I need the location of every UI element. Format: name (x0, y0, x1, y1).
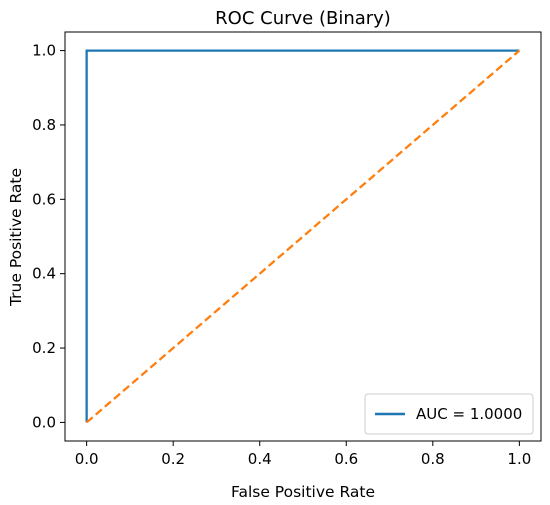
x-tick-label: 0.2 (161, 450, 185, 468)
chart-title: ROC Curve (Binary) (215, 8, 391, 29)
x-tick-label: 0.0 (75, 450, 99, 468)
legend-box (364, 393, 534, 435)
x-tick-label: 0.6 (334, 450, 358, 468)
y-tick-label: 0.4 (32, 265, 56, 283)
x-axis-ticks: 0.0 0.2 0.4 0.6 0.8 1.0 (75, 441, 531, 468)
x-tick-label: 0.8 (421, 450, 445, 468)
y-axis-label: True Positive Rate (7, 168, 25, 307)
plot-area (85, 49, 521, 424)
y-tick-label: 0.6 (32, 190, 56, 208)
legend: AUC = 1.0000 (364, 393, 534, 435)
plot-frame (64, 31, 542, 442)
y-tick-label: 0.0 (32, 413, 56, 431)
y-tick-label: 0.2 (32, 339, 56, 357)
x-axis-label: False Positive Rate (231, 483, 375, 501)
y-tick-label: 0.8 (32, 116, 56, 134)
x-tick-label: 0.4 (248, 450, 272, 468)
roc-curve-line (85, 49, 520, 423)
y-axis-ticks: 0.0 0.2 0.4 0.6 0.8 1.0 (32, 42, 65, 431)
chance-diagonal-line (85, 49, 521, 424)
x-tick-label: 1.0 (507, 450, 531, 468)
y-tick-label: 1.0 (32, 42, 56, 60)
legend-label-auc: AUC = 1.0000 (416, 405, 522, 423)
